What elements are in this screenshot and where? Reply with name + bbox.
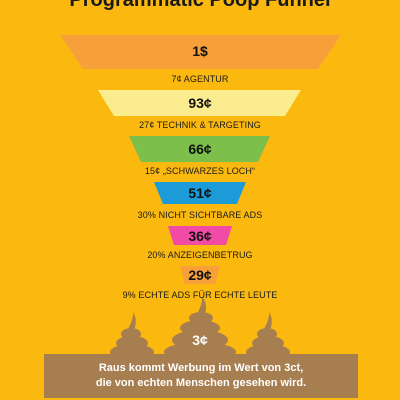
poop-center-icon xyxy=(164,296,236,362)
funnel-title: Programmatic Poop Funnel xyxy=(69,0,331,11)
funnel-value-1: 1$ xyxy=(192,43,208,59)
banner-line-1: Raus kommt Werbung im Wert von 3ct, xyxy=(98,362,304,374)
funnel-value-3: 66¢ xyxy=(188,141,212,157)
funnel-caption-3: 15¢ „SCHWARZES LOCH“ xyxy=(144,166,256,176)
funnel-caption-1: 7¢ AGENTUR xyxy=(171,74,229,84)
funnel-value-5: 36¢ xyxy=(188,228,212,244)
funnel-caption-2: 27¢ TECHNIK & TARGETING xyxy=(139,120,261,130)
funnel-caption-4: 30% NICHT SICHTBARE ADS xyxy=(137,210,263,220)
banner-line-2: die von echten Menschen gesehen wird. xyxy=(95,377,307,389)
funnel-value-2: 93¢ xyxy=(188,95,212,111)
result-banner: Raus kommt Werbung im Wert von 3ct, die … xyxy=(44,354,358,398)
funnel-value-6: 29¢ xyxy=(188,267,212,283)
poop-value: 3¢ xyxy=(192,332,208,348)
funnel-value-4: 51¢ xyxy=(188,185,212,201)
funnel-caption-6: 9% ECHTE ADS FÜR ECHTE LEUTE xyxy=(122,290,278,300)
funnel-caption-5: 20% ANZEIGENBETRUG xyxy=(147,250,253,260)
